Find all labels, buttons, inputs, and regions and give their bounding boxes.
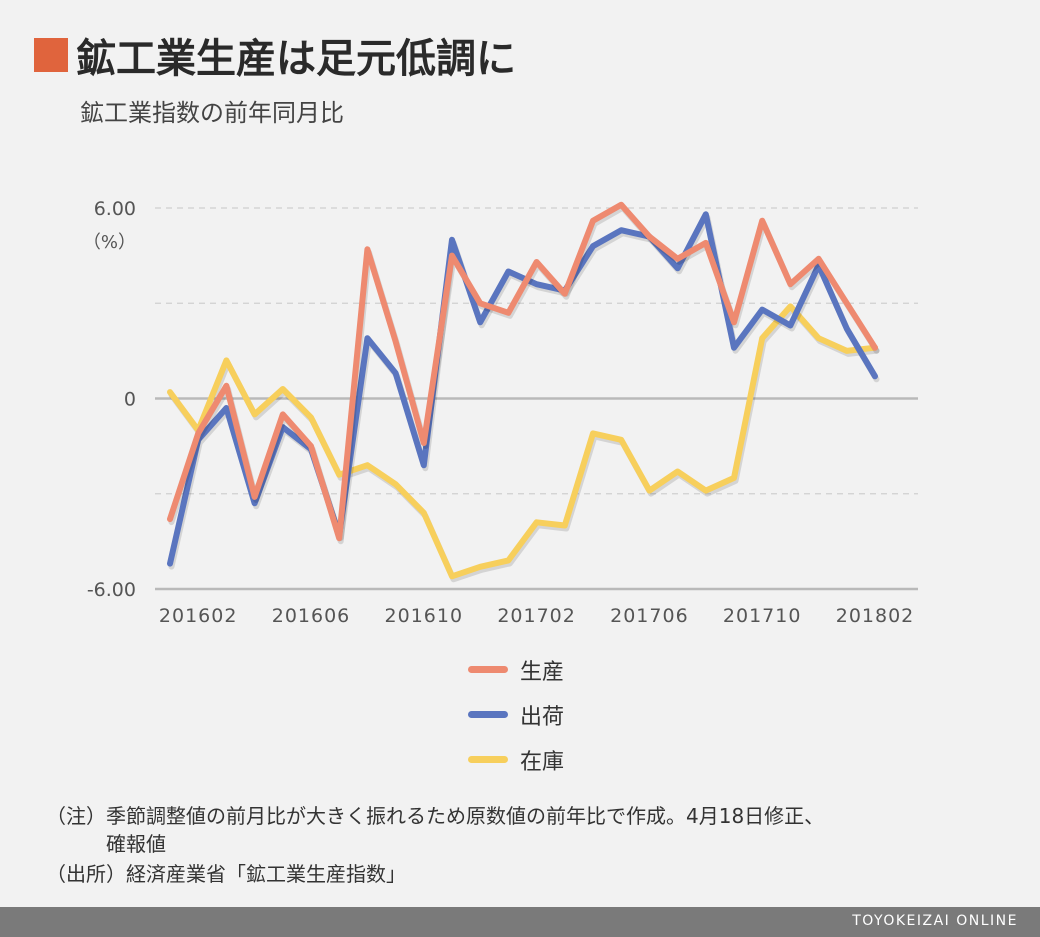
page-subtitle: 鉱工業指数の前年同月比 [80, 99, 344, 127]
series-layer [167, 201, 880, 583]
title-square-icon [34, 38, 68, 72]
x-tick-label: 201610 [385, 605, 464, 627]
legend-item-inventory: 在庫 [468, 737, 564, 782]
footer-brand: TOYOKEIZAI ONLINE [852, 913, 1018, 929]
title-row: 鉱工業生産は足元低調に [34, 26, 516, 84]
legend-label-inventory: 在庫 [520, 749, 565, 775]
note-line-1: （注）季節調整値の前月比が大きく振れるため原数値の前年比で作成。4月18日修正、 [46, 804, 825, 828]
page-title: 鉱工業生産は足元低調に [76, 36, 516, 82]
y-unit-label: （%） [83, 232, 136, 253]
y-tick-label: 6.00 [94, 198, 136, 220]
legend-label-shipment: 出荷 [520, 704, 565, 730]
x-tick-label: 201802 [836, 605, 915, 627]
legend-swatch-inventory [468, 756, 508, 763]
series-line [167, 211, 878, 567]
line-chart: 6.00 0 -6.00 （%） 201602 201606 201610 201702 201… [83, 198, 918, 627]
note-line-2: 確報値 [106, 832, 166, 856]
legend: 生産 出荷 在庫 [468, 647, 564, 782]
x-tick-label: 201706 [610, 605, 689, 627]
grid-layer [155, 207, 918, 591]
legend-swatch-shipment [468, 711, 508, 718]
series-line [167, 303, 878, 580]
source-note: （出所）経済産業省「鉱工業生産指数」 [46, 862, 406, 886]
legend-item-shipment: 出荷 [468, 692, 564, 737]
axis-labels: 6.00 0 -6.00 （%） 201602 201606 201610 201702 201… [83, 198, 915, 627]
series-shadow [168, 204, 880, 545]
x-tick-label: 201602 [159, 605, 238, 627]
legend-swatch-production [468, 666, 508, 673]
legend-item-production: 生産 [468, 647, 564, 692]
y-tick-label: 0 [124, 389, 136, 411]
legend-label-production: 生産 [520, 659, 565, 685]
x-tick-label: 201710 [723, 605, 802, 627]
x-tick-label: 201606 [272, 605, 351, 627]
x-tick-label: 201702 [497, 605, 576, 627]
footer-bar: TOYOKEIZAI ONLINE [0, 907, 1040, 937]
y-tick-label: -6.00 [87, 579, 136, 601]
series-line [167, 201, 878, 542]
